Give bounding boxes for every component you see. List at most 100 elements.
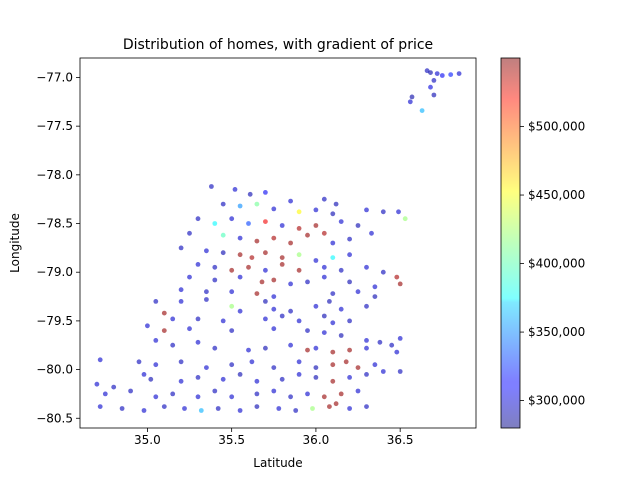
data-point [377, 339, 383, 345]
data-point [220, 376, 226, 382]
data-point [254, 391, 260, 397]
data-point [204, 297, 209, 302]
data-point [313, 303, 319, 309]
data-point [271, 365, 277, 370]
data-point [259, 279, 265, 285]
data-point [355, 365, 361, 370]
data-point [305, 232, 310, 238]
data-point [397, 336, 403, 341]
data-point [402, 216, 408, 222]
data-point [237, 252, 243, 258]
y-tick-label: −77.0 [36, 70, 73, 84]
data-point [343, 359, 349, 365]
data-point [288, 394, 293, 400]
data-point [396, 209, 401, 215]
data-point [263, 316, 268, 322]
data-point [333, 401, 339, 407]
data-point [364, 207, 369, 213]
data-point [305, 391, 310, 397]
data-point [338, 306, 344, 312]
colorbar-ticks: $300,000 $350,000 $400,000 $450,000 $500,000 [520, 120, 585, 408]
data-point [296, 226, 302, 231]
data-point [288, 198, 293, 204]
data-point [263, 250, 268, 256]
data-point [229, 362, 235, 368]
data-point [229, 303, 235, 309]
data-point [338, 219, 344, 225]
data-point [204, 248, 209, 254]
data-point [279, 223, 285, 228]
data-point [237, 274, 243, 280]
data-point [439, 73, 445, 78]
data-point [170, 391, 176, 397]
points-layer [94, 68, 462, 413]
data-point [276, 406, 282, 411]
data-point [204, 289, 209, 295]
data-point [305, 328, 310, 333]
data-point [187, 326, 192, 332]
data-point [271, 277, 277, 283]
data-point [187, 230, 192, 236]
data-point [338, 391, 344, 397]
x-tick-label: 36.5 [387, 433, 414, 447]
data-point [330, 255, 336, 260]
data-point [288, 342, 293, 348]
data-point [204, 365, 209, 370]
data-point [279, 376, 285, 382]
data-point [333, 201, 339, 207]
data-point [249, 359, 255, 365]
data-point [195, 216, 201, 222]
data-point [148, 376, 154, 382]
data-point [347, 279, 352, 285]
data-point [355, 223, 361, 228]
data-point [229, 216, 235, 222]
data-point [364, 264, 369, 270]
data-point [249, 255, 255, 260]
data-point [347, 375, 352, 380]
data-point [178, 378, 184, 384]
colorbar: $300,000 $350,000 $400,000 $450,000 $500,000 [500, 57, 585, 429]
data-point [263, 219, 268, 225]
data-point [327, 299, 332, 304]
data-point [431, 92, 437, 98]
data-point [182, 406, 187, 411]
data-point [212, 264, 218, 270]
data-point [327, 404, 332, 409]
data-point [321, 394, 327, 400]
data-point [247, 191, 253, 197]
y-tick-label: −79.5 [36, 314, 73, 328]
data-point [145, 323, 150, 329]
data-point [271, 294, 277, 299]
data-point [263, 267, 268, 273]
y-tick-label: −79.0 [36, 265, 73, 279]
data-point [263, 299, 268, 304]
data-point [195, 316, 201, 322]
data-point [212, 221, 218, 226]
x-tick-label: 36.0 [303, 433, 330, 447]
data-point [94, 381, 100, 387]
data-point [293, 408, 299, 413]
data-point [263, 345, 268, 351]
data-point [296, 209, 302, 215]
data-point [394, 349, 400, 355]
colorbar-tick-label: $500,000 [528, 120, 585, 134]
data-point [136, 359, 142, 365]
data-point [220, 232, 226, 238]
data-point [220, 318, 226, 324]
data-point [119, 406, 125, 411]
y-tick-label: −80.0 [36, 363, 73, 377]
data-point [232, 187, 238, 192]
data-point [397, 281, 403, 287]
data-point [153, 299, 159, 304]
data-point [111, 384, 117, 390]
data-point [296, 359, 302, 365]
x-axis-label: Latitude [253, 456, 302, 470]
data-point [195, 394, 201, 400]
data-point [178, 287, 184, 293]
y-axis-label: Longitude [8, 213, 22, 273]
data-point [313, 375, 319, 380]
data-point [448, 72, 454, 77]
data-point [254, 378, 260, 384]
data-point [313, 345, 319, 351]
plot-frame [79, 57, 477, 429]
